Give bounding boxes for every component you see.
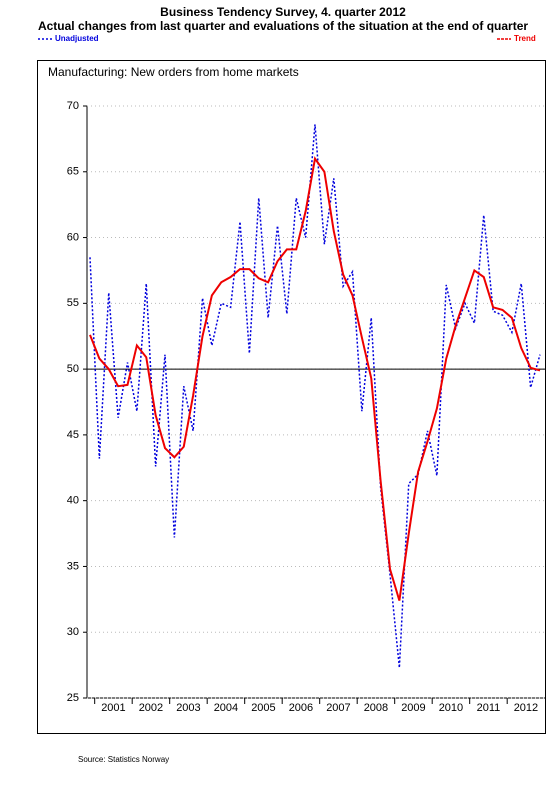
x-tick-label: 2007 [326, 702, 350, 714]
y-tick-label: 60 [67, 231, 79, 243]
legend-label: Trend [514, 34, 536, 43]
y-tick-label: 30 [67, 626, 79, 638]
y-tick-label: 45 [67, 429, 79, 441]
chart-title: Business Tendency Survey, 4. quarter 201… [160, 5, 406, 19]
y-tick-label: 40 [67, 495, 79, 507]
x-tick-label: 2005 [251, 702, 275, 714]
x-tick-label: 2011 [477, 702, 501, 714]
x-tick-label: 2001 [101, 702, 125, 714]
chart-subtitle: Actual changes from last quarter and eva… [38, 19, 528, 33]
y-tick-label: 50 [67, 363, 79, 375]
source: Source: Statistics Norway [78, 755, 169, 764]
y-tick-label: 25 [67, 692, 79, 704]
x-tick-label: 2003 [176, 702, 200, 714]
x-tick-label: 2002 [139, 702, 163, 714]
unadjusted-line [89, 124, 541, 668]
trend-line [89, 156, 541, 601]
x-tick-label: 2012 [514, 702, 538, 714]
x-tick-label: 2009 [401, 702, 425, 714]
x-tick-label: 2008 [364, 702, 388, 714]
x-tick-label: 2010 [439, 702, 463, 714]
y-tick-label: 70 [67, 100, 79, 112]
y-tick-label: 35 [67, 560, 79, 572]
x-tick-label: 2006 [289, 702, 313, 714]
y-tick-label: 55 [67, 297, 79, 309]
y-tick-label: 65 [67, 166, 79, 178]
x-tick-label: 2004 [214, 702, 238, 714]
legend-label: Unadjusted [55, 34, 99, 43]
panel-title: Manufacturing: New orders from home mark… [48, 65, 299, 79]
